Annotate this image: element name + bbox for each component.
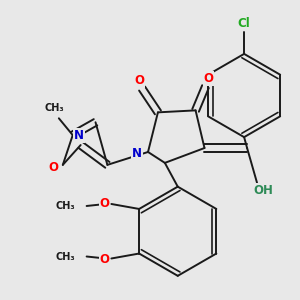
Text: N: N — [132, 148, 142, 160]
Text: O: O — [134, 74, 144, 87]
Text: O: O — [100, 196, 110, 209]
Text: O: O — [203, 72, 214, 85]
Text: CH₃: CH₃ — [55, 251, 75, 262]
Text: O: O — [48, 161, 58, 174]
Text: OH: OH — [253, 184, 273, 197]
Text: O: O — [100, 253, 110, 266]
Text: Cl: Cl — [238, 17, 250, 30]
Text: CH₃: CH₃ — [55, 201, 75, 211]
Text: N: N — [74, 129, 84, 142]
Text: CH₃: CH₃ — [44, 103, 64, 113]
